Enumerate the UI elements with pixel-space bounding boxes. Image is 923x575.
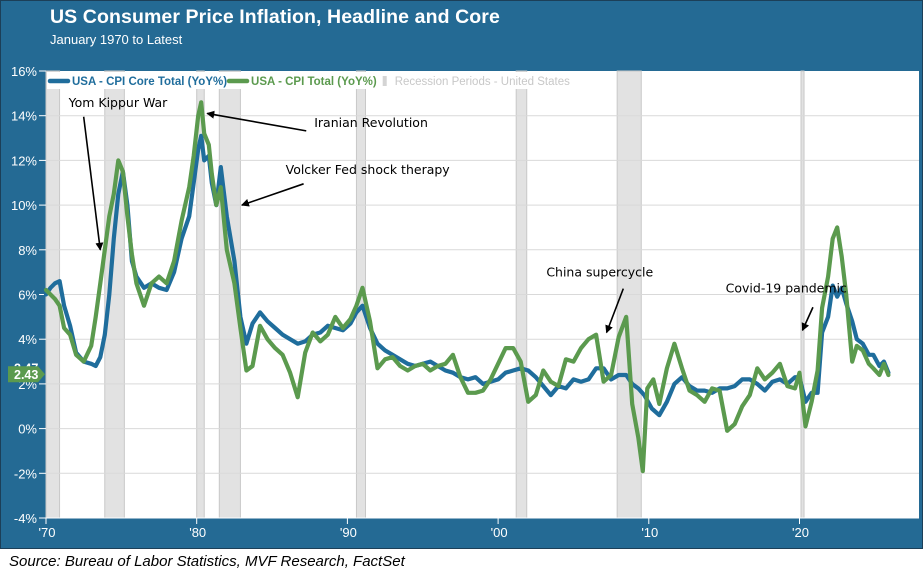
last-value-headline: 2.43 — [14, 368, 38, 382]
x-tick-label: '10 — [641, 525, 658, 540]
legend-label-core: USA - CPI Core Total (YoY%) — [72, 76, 227, 88]
annotation-arrow — [82, 116, 104, 251]
y-tick-label: 12% — [11, 153, 37, 168]
x-tick-label: '00 — [491, 525, 508, 540]
source-note: Source: Bureau of Labor Statistics, MVF … — [9, 553, 405, 570]
x-tick-label: '70 — [39, 525, 56, 540]
legend-swatch-recession — [382, 76, 387, 86]
annotations: Yom Kippur War Iranian Revolution Volcker … — [68, 95, 847, 334]
y-tick-label: 6% — [18, 288, 37, 303]
x-tick-label: '90 — [340, 525, 357, 540]
last-value-tag-headline — [8, 366, 45, 383]
legend-label-recession: Recession Periods - United States — [395, 76, 570, 88]
annotation-arrow — [240, 183, 304, 207]
last-value-labels: 2.472.43 — [8, 361, 45, 383]
x-tick-label: '20 — [792, 525, 809, 540]
chart-title: US Consumer Price Inflation, Headline an… — [50, 6, 500, 28]
y-tick-label: 4% — [18, 332, 37, 347]
y-tick-label: 0% — [18, 422, 37, 437]
series-lines — [43, 100, 891, 474]
y-tick-label: 8% — [18, 243, 37, 258]
chart-subtitle: January 1970 to Latest — [50, 32, 183, 47]
legend-label-headline: USA - CPI Total (YoY%) — [251, 76, 377, 88]
annotation-label: Yom Kippur War — [68, 95, 169, 110]
annotation-label: Iranian Revolution — [314, 115, 428, 130]
y-tick-label: 10% — [11, 198, 37, 213]
series-line-core — [43, 133, 891, 418]
y-tick-label: 16% — [11, 64, 37, 79]
y-tick-label: -4% — [14, 511, 38, 526]
annotation-label: Volcker Fed shock therapy — [286, 162, 451, 177]
annotation-label: China supercycle — [546, 265, 653, 280]
y-tick-label: -2% — [14, 466, 38, 481]
annotation-arrow — [801, 306, 814, 332]
series-line-headline — [43, 100, 891, 474]
y-tick-label: 14% — [11, 109, 37, 124]
y-axis: 16%14%12%10%8%6%4%2%0%-2%-4% — [11, 64, 46, 526]
annotation-arrow — [206, 110, 307, 132]
legend-background — [47, 72, 607, 89]
annotation-arrow — [605, 288, 625, 334]
grid-lines — [46, 115, 919, 474]
x-axis: '70 '80 '90 '00 '10 '20 — [39, 517, 919, 540]
annotation-label: Covid-19 pandemic — [726, 280, 847, 295]
legend: USA - CPI Core Total (YoY%) USA - CPI Tot… — [47, 72, 607, 89]
x-tick-label: '80 — [189, 525, 206, 540]
line-chart: 16%14%12%10%8%6%4%2%0%-2%-4% '70'80'90'0… — [8, 64, 919, 540]
